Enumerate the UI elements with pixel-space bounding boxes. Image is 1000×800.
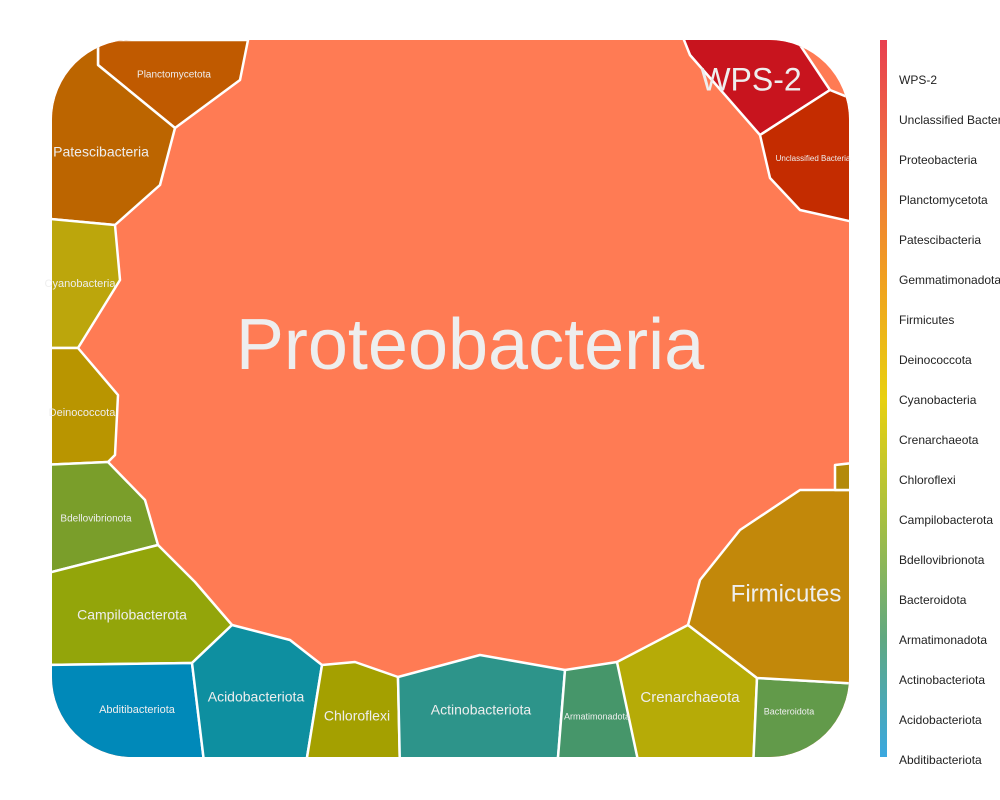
legend-label: Patescibacteria bbox=[899, 233, 981, 247]
cell bbox=[52, 460, 160, 577]
legend-label: Planctomycetota bbox=[899, 193, 988, 207]
legend-label: Unclassified Bacteria bbox=[899, 113, 1000, 127]
cell-label: Deinococcota bbox=[49, 407, 117, 419]
cell bbox=[751, 676, 849, 757]
cell bbox=[758, 88, 849, 230]
legend-colorbar bbox=[880, 40, 887, 757]
legend-label: WPS-2 bbox=[899, 73, 937, 87]
cell-label: Crenarchaeota bbox=[640, 689, 740, 706]
cell-label: Campilobacterota bbox=[77, 607, 187, 623]
legend-label: Actinobacteriota bbox=[899, 673, 985, 687]
legend-label: Proteobacteria bbox=[899, 153, 977, 167]
legend-label: Gemmatimonadota bbox=[899, 273, 1000, 287]
cell-label: Firmicutes bbox=[731, 580, 842, 607]
legend: WPS-2 Unclassified Bacteria Proteobacteria… bbox=[899, 73, 1000, 767]
cell-label: Planctomycetota bbox=[137, 70, 211, 81]
treemap bbox=[52, 40, 849, 757]
cell-label: Actinobacteriota bbox=[431, 702, 532, 718]
cell bbox=[52, 216, 122, 350]
cell bbox=[52, 661, 207, 757]
cell-label: Proteobacteria bbox=[236, 305, 705, 385]
cell-label: Acidobacteriota bbox=[208, 689, 305, 705]
cell-label: Armatimonadota bbox=[564, 711, 630, 721]
legend-label: Chloroflexi bbox=[899, 473, 956, 487]
cell bbox=[833, 458, 849, 492]
cell-label: Bdellovibrionota bbox=[60, 514, 132, 525]
legend-label: Armatimonadota bbox=[899, 633, 987, 647]
legend-label: Bacteroidota bbox=[899, 593, 967, 607]
legend-label: Campilobacterota bbox=[899, 513, 993, 527]
legend-label: Abditibacteriota bbox=[899, 753, 982, 767]
cell-label: Chloroflexi bbox=[324, 708, 390, 724]
cell bbox=[52, 346, 120, 467]
cell-label: Patescibacteria bbox=[53, 144, 149, 160]
cell-label: Cyanobacteria bbox=[45, 278, 117, 290]
cell bbox=[52, 40, 849, 757]
legend-label: Deinococcota bbox=[899, 353, 972, 367]
legend-label: Firmicutes bbox=[899, 313, 954, 327]
legend-label: Cyanobacteria bbox=[899, 393, 977, 407]
cell-label: WPS-2 bbox=[700, 61, 801, 97]
cell-label: Abditibacteriota bbox=[99, 704, 176, 716]
legend-label: Crenarchaeota bbox=[899, 433, 979, 447]
cell-label: Unclassified Bacteria bbox=[776, 154, 851, 163]
legend-label: Acidobacteriota bbox=[899, 713, 982, 727]
cell-label: Bacteroidota bbox=[764, 706, 815, 716]
legend-label: Bdellovibrionota bbox=[899, 553, 985, 567]
cell-labels: Proteobacteria Planctomycetota Patescibact… bbox=[45, 61, 851, 723]
